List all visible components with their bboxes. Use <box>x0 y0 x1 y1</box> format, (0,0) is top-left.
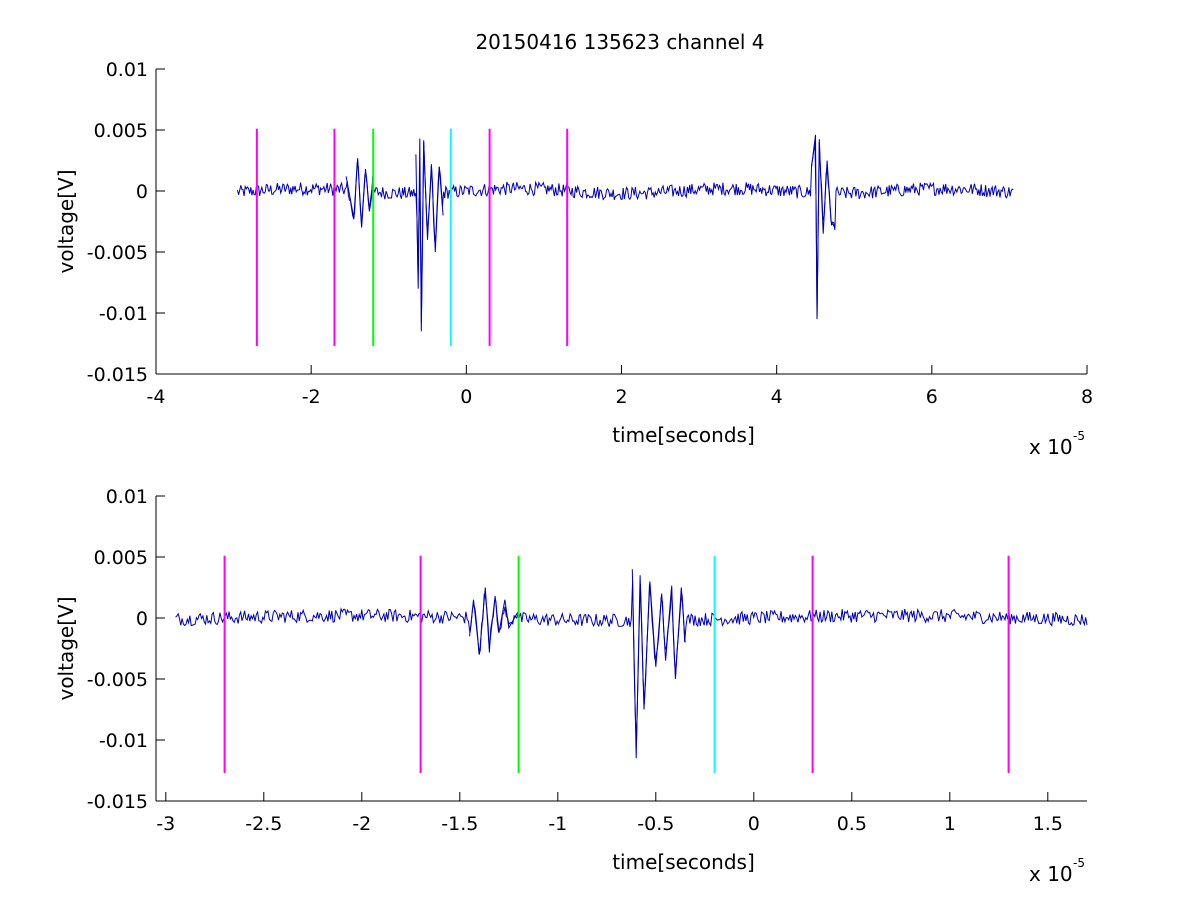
signal-trace <box>175 580 1088 742</box>
x-tick-label: -1 <box>548 813 567 835</box>
x-tick-label: 4 <box>771 386 783 408</box>
x-tick-label: -2 <box>302 386 321 408</box>
x-multiplier-label: x 10 <box>1029 862 1073 886</box>
y-tick-label: 0 <box>136 608 148 630</box>
y-tick-label: 0.01 <box>106 59 148 81</box>
y-tick-label: -0.005 <box>87 242 148 264</box>
x-tick-label: 2 <box>615 386 627 408</box>
x-tick-label: 1 <box>944 813 956 835</box>
x-tick-label: -4 <box>147 386 166 408</box>
x-axis-label: time[seconds] <box>612 423 755 447</box>
x-tick-label: -0.5 <box>637 813 674 835</box>
signal-burst <box>469 587 520 655</box>
signal-burst <box>811 134 836 320</box>
y-tick-label: -0.01 <box>99 730 148 752</box>
x-tick-label: 0 <box>748 813 760 835</box>
x-axis-label: time[seconds] <box>612 850 755 874</box>
x-tick-label: -2 <box>352 813 371 835</box>
y-axis-label: voltage[V] <box>54 169 78 273</box>
x-tick-label: 0 <box>460 386 472 408</box>
y-tick-label: 0.01 <box>106 486 148 508</box>
signal-burst <box>415 138 444 332</box>
signal-burst <box>631 569 686 759</box>
x-tick-label: -1.5 <box>441 813 478 835</box>
x-multiplier-exponent: -5 <box>1073 856 1085 870</box>
y-tick-label: -0.01 <box>99 303 148 325</box>
x-tick-label: -3 <box>156 813 175 835</box>
x-tick-label: 1.5 <box>1033 813 1063 835</box>
y-tick-label: 0.005 <box>94 120 148 142</box>
x-tick-label: 6 <box>926 386 938 408</box>
y-tick-label: 0 <box>136 181 148 203</box>
x-tick-label: 0.5 <box>837 813 867 835</box>
signal-burst <box>345 158 374 228</box>
y-axis-label: voltage[V] <box>54 596 78 700</box>
x-tick-label: -2.5 <box>245 813 282 835</box>
y-tick-label: -0.005 <box>87 669 148 691</box>
plot-1: 0.01 0.005 0 -0.005 -0.01 -0.015-4 -2 0 2 4 6 8 time… <box>54 59 1093 459</box>
y-tick-label: -0.015 <box>87 791 148 813</box>
signal-trace <box>237 139 1014 323</box>
x-multiplier-label: x 10 <box>1029 435 1073 459</box>
x-multiplier-exponent: -5 <box>1073 429 1085 443</box>
x-tick-label: 8 <box>1081 386 1093 408</box>
chart-title: 20150416 135623 channel 4 <box>475 30 764 54</box>
y-tick-label: 0.005 <box>94 547 148 569</box>
y-tick-label: -0.015 <box>87 364 148 386</box>
plot-2: 0.01 0.005 0 -0.005 -0.01 -0.015 -3 -2.5 -2 -1.5 -… <box>54 486 1088 886</box>
